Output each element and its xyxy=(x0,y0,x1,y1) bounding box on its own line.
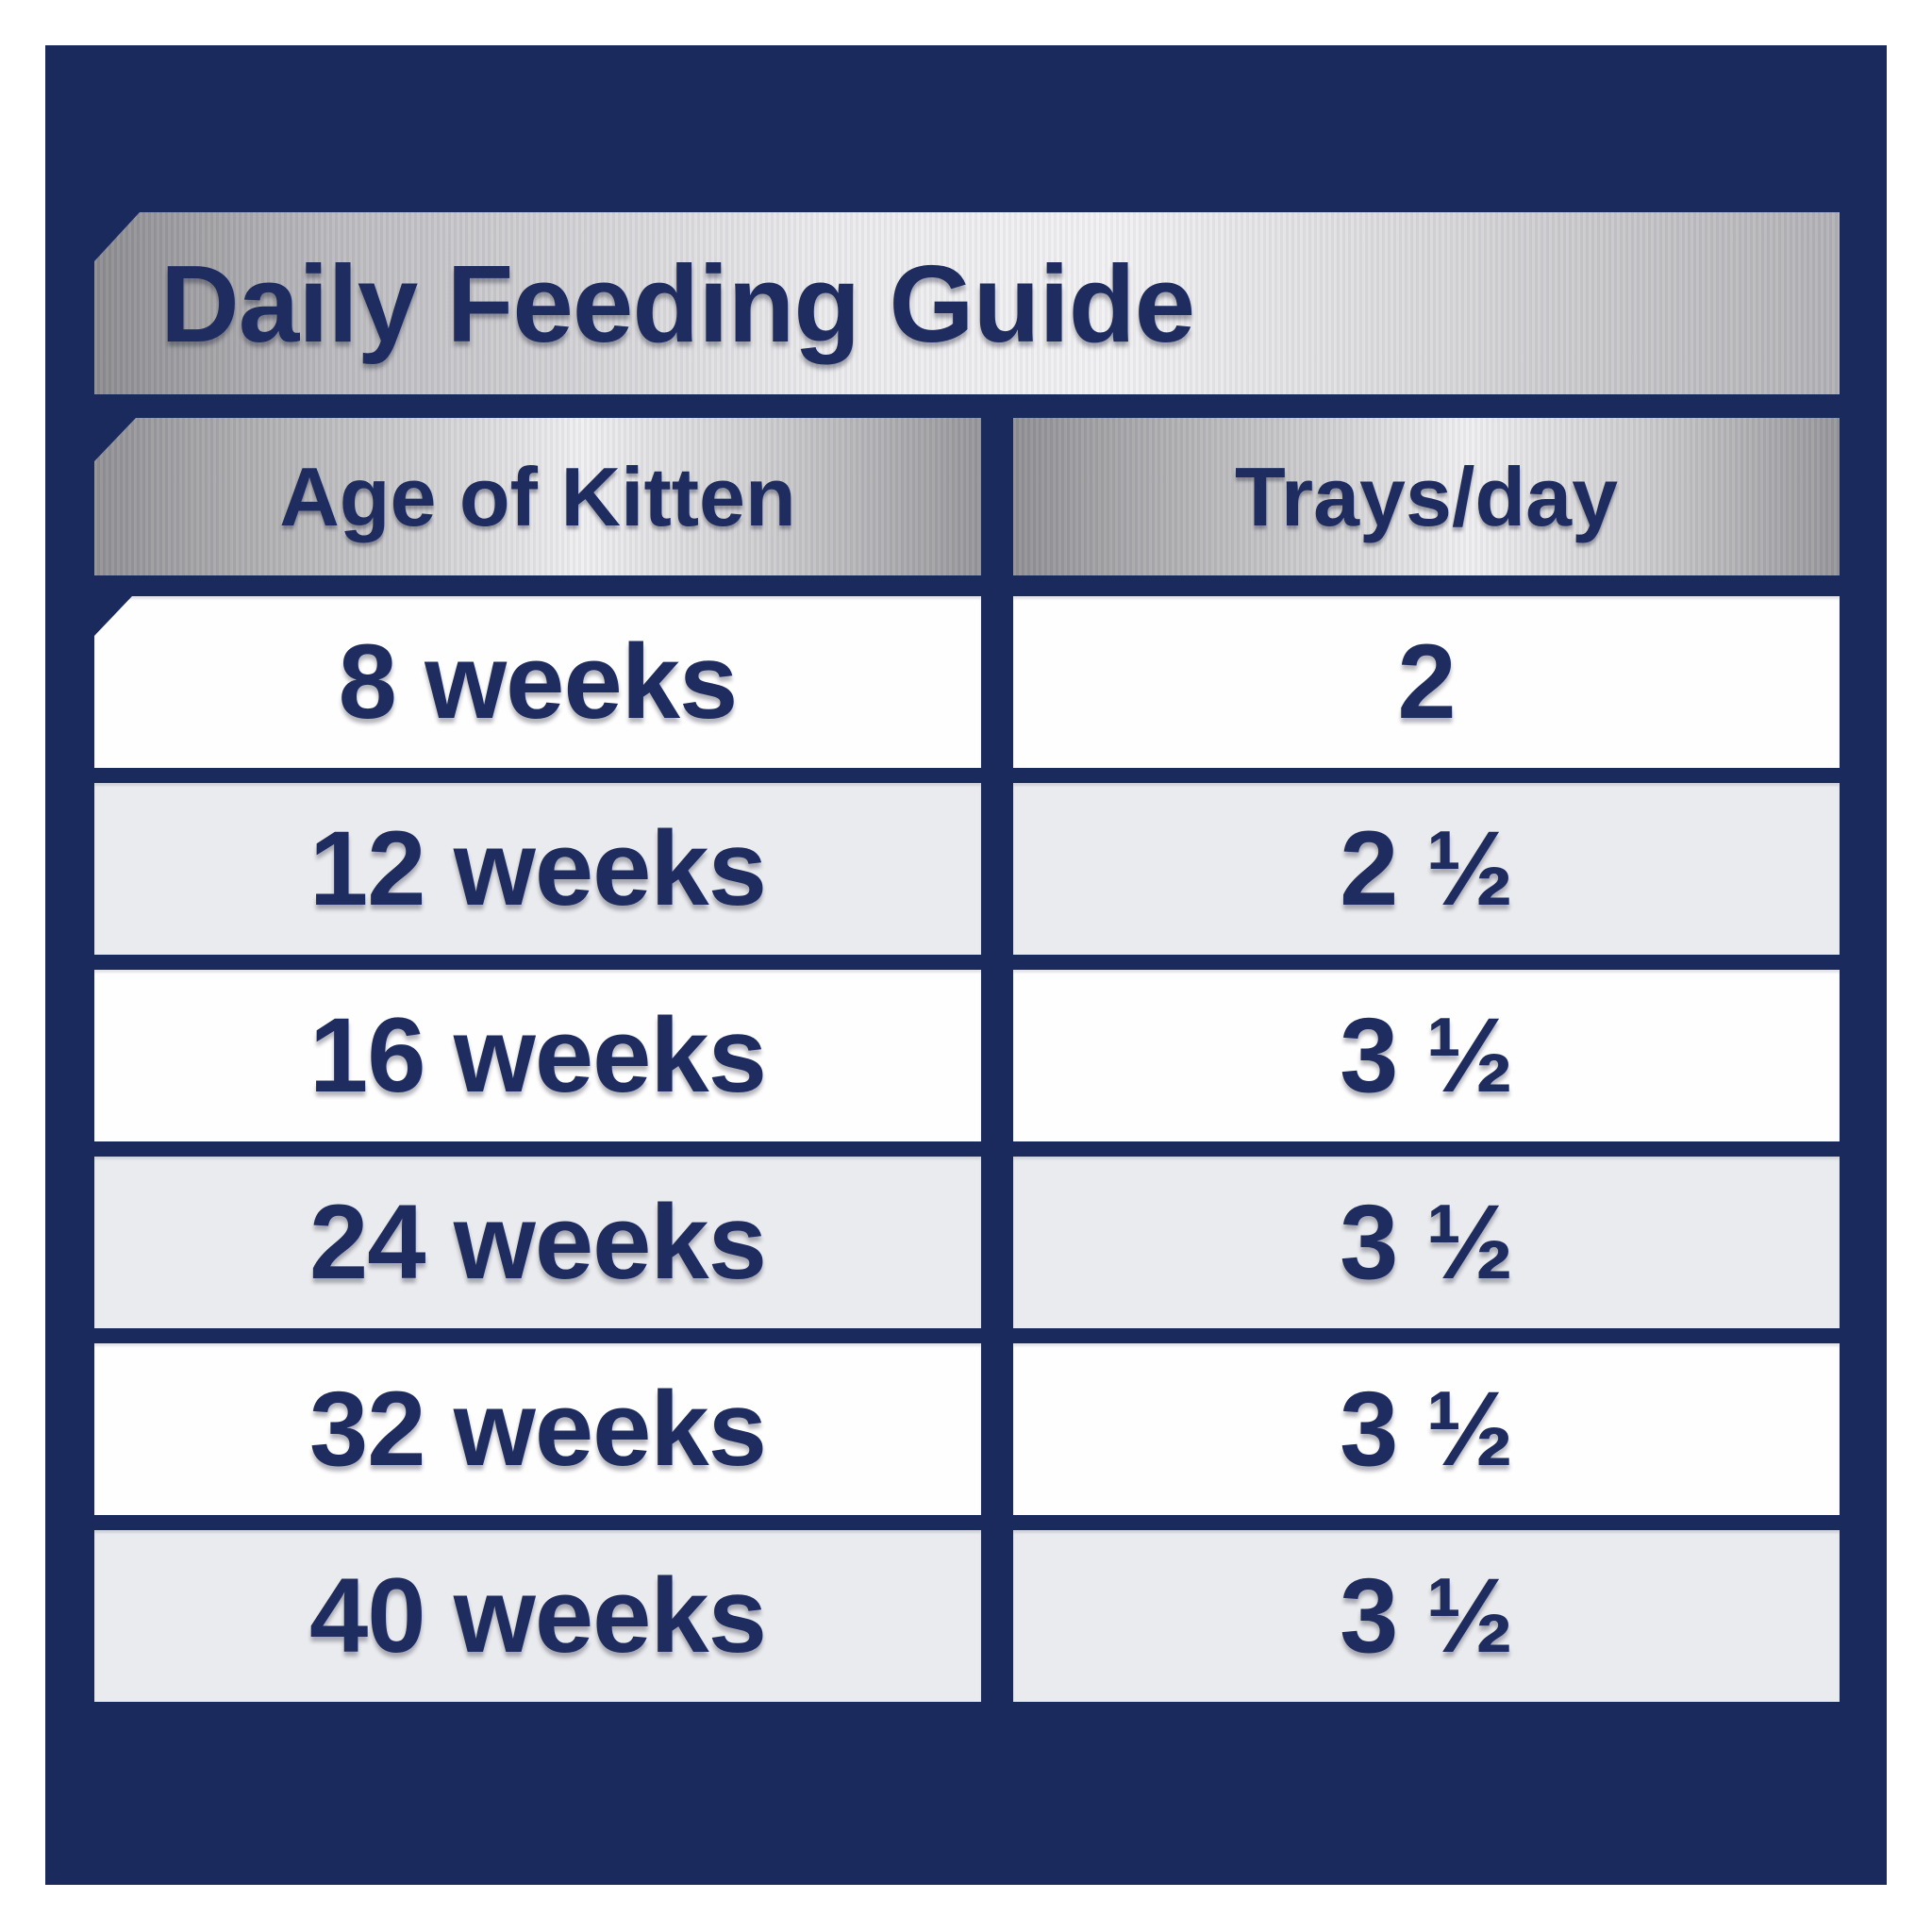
table-row: 40 weeks 3 ½ xyxy=(94,1530,1840,1702)
age-cell: 32 weeks xyxy=(94,1343,981,1515)
age-cell: 16 weeks xyxy=(94,970,981,1141)
column-header-trays-per-day: Trays/day xyxy=(1013,418,1840,575)
trays-cell: 3 ½ xyxy=(1013,970,1840,1141)
column-header-label: Age of Kitten xyxy=(279,449,796,543)
trays-value: 3 ½ xyxy=(1340,1183,1514,1301)
feeding-guide: Daily Feeding Guide Age of Kitten Trays/… xyxy=(94,212,1840,1702)
age-cell: 8 weeks xyxy=(94,596,981,768)
trays-value: 3 ½ xyxy=(1340,996,1514,1114)
trays-cell: 3 ½ xyxy=(1013,1343,1840,1515)
table-row: 12 weeks 2 ½ xyxy=(94,783,1840,955)
trays-cell: 3 ½ xyxy=(1013,1157,1840,1328)
column-header-age-of-kitten: Age of Kitten xyxy=(94,418,981,575)
table-row: 16 weeks 3 ½ xyxy=(94,970,1840,1141)
trays-value: 3 ½ xyxy=(1340,1557,1514,1674)
age-value: 16 weeks xyxy=(309,996,767,1114)
trays-value: 2 xyxy=(1397,623,1456,741)
age-value: 32 weeks xyxy=(309,1370,767,1488)
table-row: 8 weeks 2 xyxy=(94,596,1840,768)
trays-cell: 2 xyxy=(1013,596,1840,768)
page-title: Daily Feeding Guide xyxy=(160,242,1195,365)
age-cell: 40 weeks xyxy=(94,1530,981,1702)
table-row: 32 weeks 3 ½ xyxy=(94,1343,1840,1515)
trays-cell: 2 ½ xyxy=(1013,783,1840,955)
table-header-row: Age of Kitten Trays/day xyxy=(94,418,1840,575)
age-cell: 12 weeks xyxy=(94,783,981,955)
title-banner: Daily Feeding Guide xyxy=(94,212,1840,394)
trays-cell: 3 ½ xyxy=(1013,1530,1840,1702)
age-value: 8 weeks xyxy=(338,623,739,741)
trays-value: 3 ½ xyxy=(1340,1370,1514,1488)
age-cell: 24 weeks xyxy=(94,1157,981,1328)
column-header-label: Trays/day xyxy=(1234,449,1619,543)
trays-value: 2 ½ xyxy=(1340,809,1514,927)
age-value: 12 weeks xyxy=(309,809,767,927)
age-value: 24 weeks xyxy=(309,1183,767,1301)
navy-panel: Daily Feeding Guide Age of Kitten Trays/… xyxy=(45,45,1887,1885)
age-value: 40 weeks xyxy=(309,1557,767,1674)
table-row: 24 weeks 3 ½ xyxy=(94,1157,1840,1328)
